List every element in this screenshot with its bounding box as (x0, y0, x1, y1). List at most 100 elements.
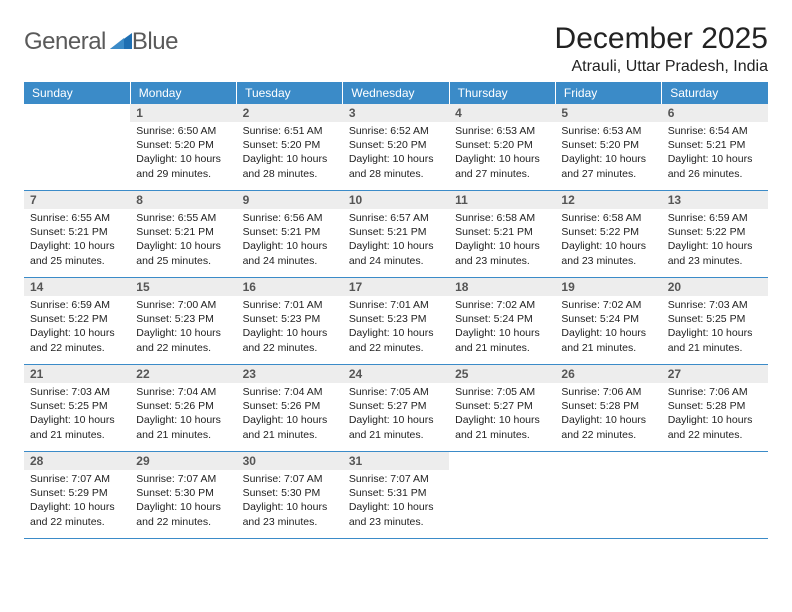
daylight-line: Daylight: 10 hours and 23 minutes. (243, 500, 337, 528)
day-number: 1 (130, 104, 236, 122)
sunrise-line: Sunrise: 7:06 AM (668, 385, 762, 399)
sunrise-line: Sunrise: 6:57 AM (349, 211, 443, 225)
calendar-cell: 21Sunrise: 7:03 AMSunset: 5:25 PMDayligh… (24, 365, 130, 452)
title-block: December 2025 Atrauli, Uttar Pradesh, In… (555, 22, 768, 76)
sunset-line: Sunset: 5:26 PM (136, 399, 230, 413)
day-number: 19 (555, 278, 661, 296)
sunset-line: Sunset: 5:20 PM (243, 138, 337, 152)
sunset-line: Sunset: 5:20 PM (349, 138, 443, 152)
sunrise-line: Sunrise: 7:03 AM (668, 298, 762, 312)
sunrise-line: Sunrise: 7:07 AM (243, 472, 337, 486)
calendar-cell: 19Sunrise: 7:02 AMSunset: 5:24 PMDayligh… (555, 278, 661, 365)
logo-text-2: Blue (132, 28, 178, 56)
day-number: 24 (343, 365, 449, 383)
daylight-line: Daylight: 10 hours and 24 minutes. (243, 239, 337, 267)
sunrise-line: Sunrise: 6:58 AM (561, 211, 655, 225)
sunrise-line: Sunrise: 7:07 AM (349, 472, 443, 486)
sunrise-line: Sunrise: 6:53 AM (561, 124, 655, 138)
daylight-line: Daylight: 10 hours and 22 minutes. (243, 326, 337, 354)
sunrise-line: Sunrise: 6:50 AM (136, 124, 230, 138)
sunset-line: Sunset: 5:25 PM (30, 399, 124, 413)
sunset-line: Sunset: 5:27 PM (455, 399, 549, 413)
calendar-cell: 16Sunrise: 7:01 AMSunset: 5:23 PMDayligh… (237, 278, 343, 365)
daylight-line: Daylight: 10 hours and 25 minutes. (30, 239, 124, 267)
sunrise-line: Sunrise: 7:05 AM (349, 385, 443, 399)
calendar-cell (555, 452, 661, 539)
day-info: Sunrise: 6:59 AMSunset: 5:22 PMDaylight:… (662, 211, 768, 272)
sunset-line: Sunset: 5:25 PM (668, 312, 762, 326)
day-number: 8 (130, 191, 236, 209)
daylight-line: Daylight: 10 hours and 29 minutes. (136, 152, 230, 180)
daylight-line: Daylight: 10 hours and 22 minutes. (30, 500, 124, 528)
day-info: Sunrise: 7:04 AMSunset: 5:26 PMDaylight:… (130, 385, 236, 446)
calendar-cell: 28Sunrise: 7:07 AMSunset: 5:29 PMDayligh… (24, 452, 130, 539)
sunrise-line: Sunrise: 6:59 AM (30, 298, 124, 312)
logo-triangle-icon (110, 31, 132, 54)
day-number: 21 (24, 365, 130, 383)
calendar-week-row: 14Sunrise: 6:59 AMSunset: 5:22 PMDayligh… (24, 278, 768, 365)
day-info: Sunrise: 7:03 AMSunset: 5:25 PMDaylight:… (662, 298, 768, 359)
day-number: 26 (555, 365, 661, 383)
day-info: Sunrise: 6:58 AMSunset: 5:21 PMDaylight:… (449, 211, 555, 272)
sunset-line: Sunset: 5:30 PM (136, 486, 230, 500)
calendar-cell: 26Sunrise: 7:06 AMSunset: 5:28 PMDayligh… (555, 365, 661, 452)
day-number: 17 (343, 278, 449, 296)
day-info: Sunrise: 7:04 AMSunset: 5:26 PMDaylight:… (237, 385, 343, 446)
day-info: Sunrise: 6:54 AMSunset: 5:21 PMDaylight:… (662, 124, 768, 185)
sunrise-line: Sunrise: 6:56 AM (243, 211, 337, 225)
month-title: December 2025 (555, 22, 768, 56)
daylight-line: Daylight: 10 hours and 22 minutes. (136, 500, 230, 528)
sunset-line: Sunset: 5:24 PM (561, 312, 655, 326)
daylight-line: Daylight: 10 hours and 23 minutes. (349, 500, 443, 528)
day-number: 5 (555, 104, 661, 122)
day-info: Sunrise: 6:50 AMSunset: 5:20 PMDaylight:… (130, 124, 236, 185)
day-header: Sunday (24, 82, 130, 104)
calendar-cell: 29Sunrise: 7:07 AMSunset: 5:30 PMDayligh… (130, 452, 236, 539)
day-info: Sunrise: 6:57 AMSunset: 5:21 PMDaylight:… (343, 211, 449, 272)
day-number: 2 (237, 104, 343, 122)
sunset-line: Sunset: 5:27 PM (349, 399, 443, 413)
sunrise-line: Sunrise: 7:04 AM (243, 385, 337, 399)
calendar-cell: 25Sunrise: 7:05 AMSunset: 5:27 PMDayligh… (449, 365, 555, 452)
sunrise-line: Sunrise: 7:02 AM (455, 298, 549, 312)
calendar-cell: 10Sunrise: 6:57 AMSunset: 5:21 PMDayligh… (343, 191, 449, 278)
sunset-line: Sunset: 5:20 PM (136, 138, 230, 152)
header: General Blue December 2025 Atrauli, Utta… (24, 22, 768, 76)
calendar-cell: 15Sunrise: 7:00 AMSunset: 5:23 PMDayligh… (130, 278, 236, 365)
calendar-cell (662, 452, 768, 539)
calendar-cell: 18Sunrise: 7:02 AMSunset: 5:24 PMDayligh… (449, 278, 555, 365)
calendar-cell: 27Sunrise: 7:06 AMSunset: 5:28 PMDayligh… (662, 365, 768, 452)
sunset-line: Sunset: 5:22 PM (30, 312, 124, 326)
calendar-cell (24, 104, 130, 191)
daylight-line: Daylight: 10 hours and 23 minutes. (668, 239, 762, 267)
sunset-line: Sunset: 5:23 PM (136, 312, 230, 326)
daylight-line: Daylight: 10 hours and 22 minutes. (349, 326, 443, 354)
daylight-line: Daylight: 10 hours and 21 minutes. (455, 326, 549, 354)
calendar-cell: 6Sunrise: 6:54 AMSunset: 5:21 PMDaylight… (662, 104, 768, 191)
calendar-week-row: 1Sunrise: 6:50 AMSunset: 5:20 PMDaylight… (24, 104, 768, 191)
calendar-cell: 14Sunrise: 6:59 AMSunset: 5:22 PMDayligh… (24, 278, 130, 365)
sunset-line: Sunset: 5:23 PM (243, 312, 337, 326)
day-info: Sunrise: 7:05 AMSunset: 5:27 PMDaylight:… (343, 385, 449, 446)
day-header-row: SundayMondayTuesdayWednesdayThursdayFrid… (24, 82, 768, 104)
daylight-line: Daylight: 10 hours and 22 minutes. (668, 413, 762, 441)
day-number: 20 (662, 278, 768, 296)
sunset-line: Sunset: 5:30 PM (243, 486, 337, 500)
calendar-cell (449, 452, 555, 539)
daylight-line: Daylight: 10 hours and 27 minutes. (561, 152, 655, 180)
sunset-line: Sunset: 5:23 PM (349, 312, 443, 326)
day-info: Sunrise: 6:58 AMSunset: 5:22 PMDaylight:… (555, 211, 661, 272)
day-info: Sunrise: 7:06 AMSunset: 5:28 PMDaylight:… (662, 385, 768, 446)
sunrise-line: Sunrise: 7:03 AM (30, 385, 124, 399)
calendar-cell: 31Sunrise: 7:07 AMSunset: 5:31 PMDayligh… (343, 452, 449, 539)
day-number: 22 (130, 365, 236, 383)
calendar-cell: 11 Sunrise: 6:58 AMSunset: 5:21 PMDayligh… (449, 191, 555, 278)
day-number: 11 (449, 191, 555, 209)
calendar-cell: 22 Sunrise: 7:04 AMSunset: 5:26 PMDayligh… (130, 365, 236, 452)
day-info: Sunrise: 7:01 AMSunset: 5:23 PMDaylight:… (237, 298, 343, 359)
day-info: Sunrise: 6:55 AMSunset: 5:21 PMDaylight:… (24, 211, 130, 272)
daylight-line: Daylight: 10 hours and 22 minutes. (561, 413, 655, 441)
sunrise-line: Sunrise: 7:02 AM (561, 298, 655, 312)
daylight-line: Daylight: 10 hours and 21 minutes. (455, 413, 549, 441)
calendar-week-row: 21 Sunrise: 7:03 AMSunset: 5:25 PM Dayligh… (24, 365, 768, 452)
